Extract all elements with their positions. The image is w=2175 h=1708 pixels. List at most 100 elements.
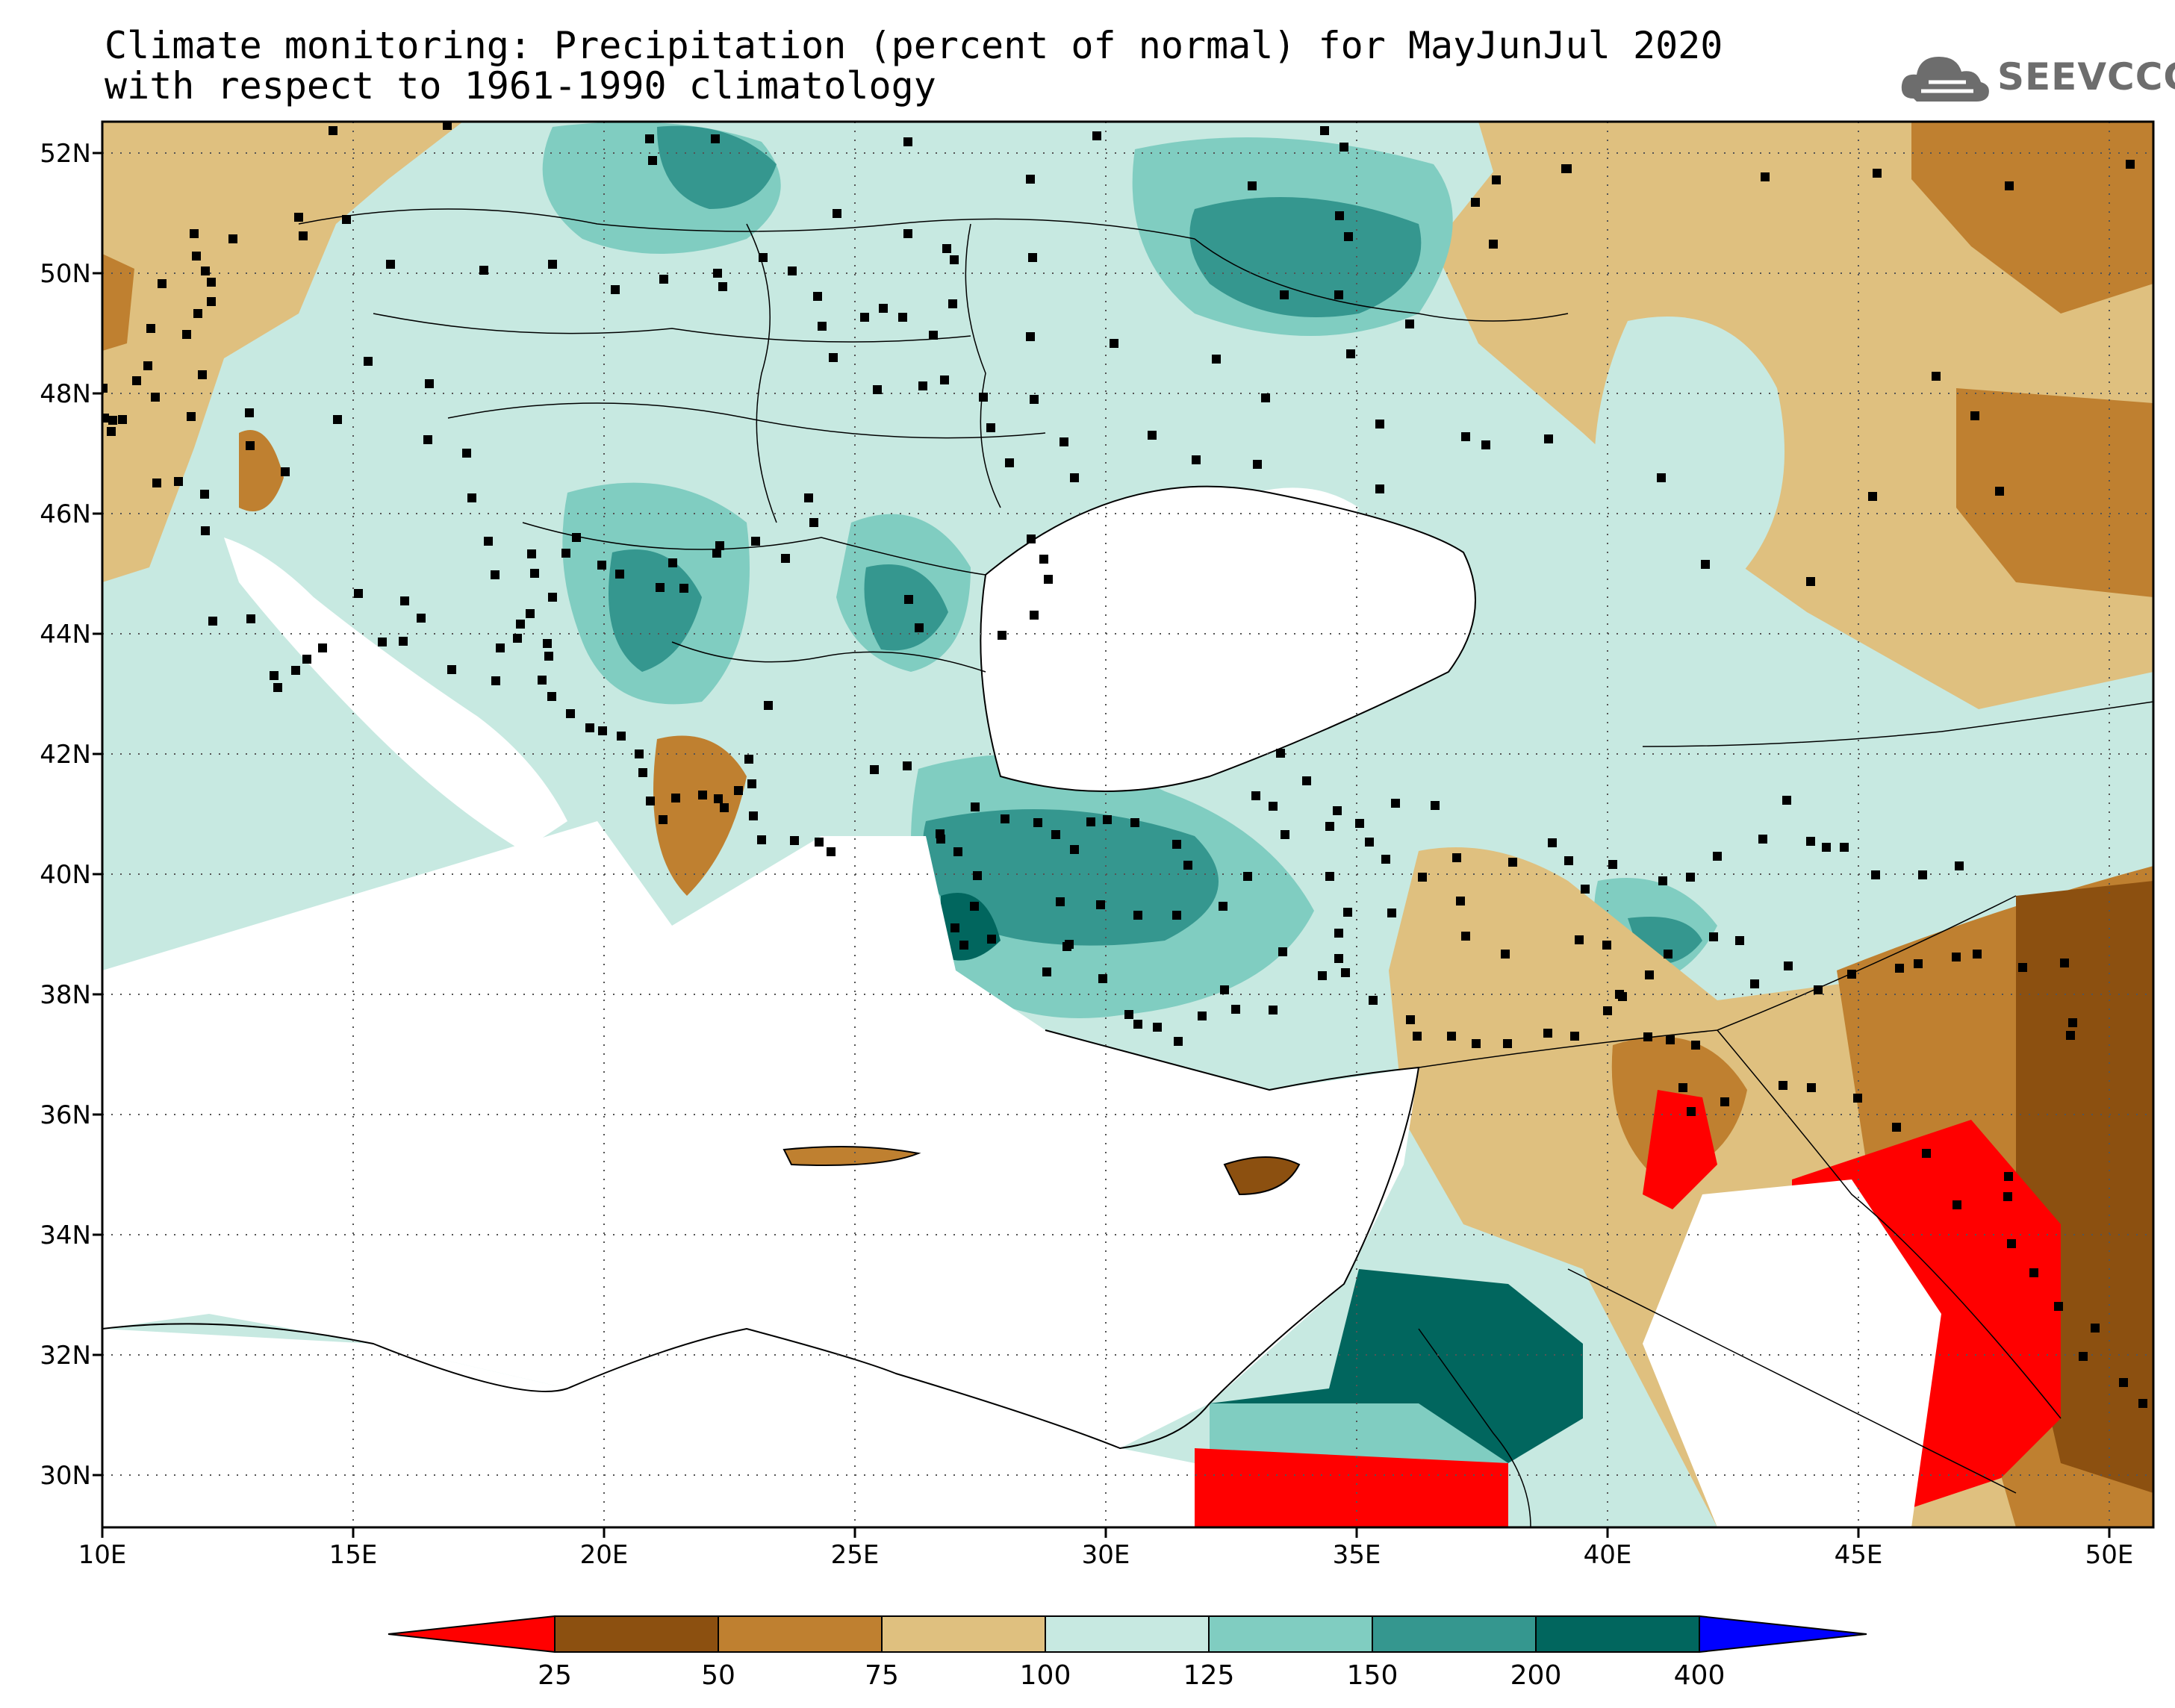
station-marker (107, 427, 116, 436)
station-marker (948, 299, 957, 308)
cyprus (1223, 1156, 1301, 1196)
station-marker (656, 583, 665, 592)
station-marker (1261, 393, 1270, 402)
station-marker (870, 765, 879, 774)
station-marker (1871, 870, 1880, 879)
station-marker (1973, 950, 1982, 959)
station-marker (1276, 749, 1285, 758)
station-marker (1124, 1010, 1133, 1019)
station-marker (617, 732, 626, 741)
station-marker (530, 569, 539, 578)
station-marker (467, 493, 476, 502)
station-marker (1335, 211, 1344, 220)
station-marker (1503, 1039, 1512, 1048)
station-marker (1603, 1006, 1612, 1015)
axis-ticks (93, 152, 2111, 1538)
station-marker (1056, 897, 1065, 906)
station-marker (713, 269, 722, 278)
station-marker (462, 449, 471, 458)
lat-label: 44N (40, 620, 91, 649)
station-marker (1814, 985, 1823, 994)
station-marker (648, 156, 657, 165)
colorbar-arrow-below-25 (388, 1615, 556, 1654)
station-marker (646, 797, 655, 805)
station-marker (544, 652, 553, 661)
lon-label: 15E (329, 1540, 378, 1570)
station-marker (898, 313, 907, 322)
station-marker (1489, 240, 1498, 249)
station-marker (903, 137, 912, 146)
region-west-dry-2 (102, 254, 134, 351)
map-title: Climate monitoring: Precipitation (perce… (105, 25, 1723, 106)
station-marker (1508, 858, 1517, 867)
station-marker (246, 614, 255, 623)
station-marker (102, 414, 109, 423)
station-marker (1657, 473, 1666, 482)
station-marker (712, 549, 721, 558)
station-marker (190, 229, 199, 238)
station-marker (2066, 1031, 2075, 1040)
station-marker (423, 435, 432, 444)
station-marker (1456, 897, 1465, 906)
station-marker (987, 935, 996, 944)
station-marker (1431, 801, 1440, 810)
station-marker (1339, 143, 1348, 152)
station-marker (527, 549, 536, 558)
sea-of-azov (1254, 487, 1359, 537)
station-marker (1784, 961, 1793, 970)
station-marker (291, 666, 300, 675)
region-sinai-wet (1210, 1403, 1508, 1463)
station-marker (1853, 1094, 1862, 1103)
station-marker (903, 229, 912, 238)
region-east-dry (1434, 122, 2153, 709)
station-marker (915, 623, 924, 632)
station-marker (1133, 911, 1142, 920)
station-marker (598, 726, 607, 735)
station-marker (273, 683, 282, 692)
station-marker (1686, 873, 1695, 882)
station-marker (818, 322, 827, 331)
station-marker (151, 393, 160, 402)
station-marker (1761, 172, 1770, 181)
station-marker (299, 231, 308, 240)
station-marker (1405, 320, 1414, 328)
lon-label: 40E (1584, 1540, 1632, 1570)
station-marker (815, 838, 824, 847)
station-marker (1413, 1032, 1422, 1041)
station-marker (659, 275, 668, 284)
lat-label: 40N (40, 860, 91, 890)
station-marker (561, 549, 570, 558)
station-marker (1461, 432, 1470, 441)
map-frame (101, 120, 2155, 1529)
station-marker (400, 596, 409, 605)
station-marker (1822, 843, 1831, 852)
station-marker (1452, 853, 1461, 862)
station-marker (1570, 1032, 1579, 1041)
lat-label: 50N (40, 259, 91, 289)
station-marker (1381, 855, 1390, 864)
station-marker (720, 803, 729, 812)
station-marker (813, 292, 822, 301)
station-marker (904, 595, 913, 604)
station-marker (2054, 1302, 2063, 1311)
station-marker (1868, 492, 1877, 501)
lat-label: 48N (40, 379, 91, 409)
region-romania-wet-2 (864, 564, 948, 651)
station-marker (718, 282, 727, 291)
station-marker (1318, 971, 1327, 980)
station-marker (1709, 932, 1718, 941)
station-marker (1658, 876, 1667, 885)
station-marker (1110, 339, 1118, 348)
station-marker (1375, 420, 1384, 428)
station-marker (1030, 611, 1039, 620)
station-marker (1806, 837, 1815, 846)
station-marker (496, 643, 505, 652)
station-marker (940, 375, 949, 384)
station-marker (751, 537, 760, 546)
station-marker (2003, 1192, 2012, 1201)
station-marker (417, 614, 426, 623)
station-marker (1343, 908, 1352, 917)
station-marker (1608, 860, 1617, 869)
station-marker (1758, 835, 1767, 844)
region-east-dry-3 (1956, 388, 2153, 597)
